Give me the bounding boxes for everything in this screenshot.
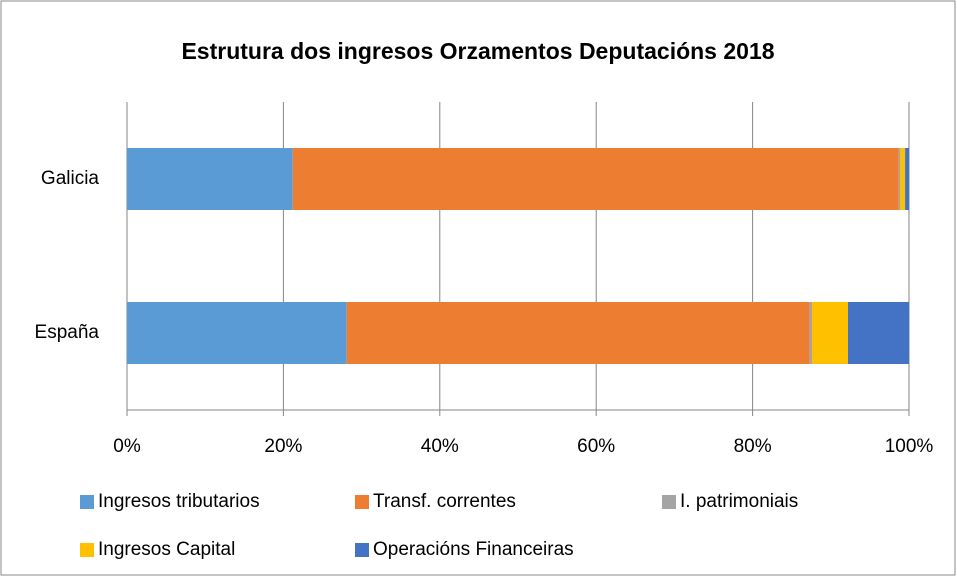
legend-label: Transf. correntes	[373, 491, 516, 512]
x-tick-label: 80%	[734, 436, 772, 457]
bar-segment	[900, 148, 906, 210]
bar-segment	[905, 148, 909, 210]
x-tick-label: 100%	[885, 436, 934, 457]
legend-swatch	[355, 495, 369, 509]
bar-segment	[898, 148, 901, 210]
x-tick-label: 40%	[421, 436, 459, 457]
legend-label: I. patrimoniais	[680, 491, 798, 512]
chart-title: Estrutura dos ingresos Orzamentos Deputa…	[181, 38, 774, 64]
legend-label: Operacións Financeiras	[373, 539, 574, 560]
x-tick-label: 60%	[577, 436, 615, 457]
y-tick-label: España	[35, 322, 100, 343]
bar-segment	[127, 148, 293, 210]
legend-label: Ingresos Capital	[98, 539, 235, 560]
y-tick-label: Galicia	[41, 168, 100, 189]
bar-segment	[346, 302, 810, 364]
legend-swatch	[355, 543, 369, 557]
x-tick-label: 0%	[113, 436, 141, 457]
bar-segment	[812, 302, 849, 364]
x-tick-label: 20%	[264, 436, 302, 457]
bar-segment	[292, 148, 899, 210]
legend-swatch	[80, 495, 94, 509]
bar-segment	[127, 302, 347, 364]
legend-label: Ingresos tributarios	[98, 491, 260, 512]
legend-swatch	[80, 543, 94, 557]
bar-segment	[809, 302, 813, 364]
legend-swatch	[662, 495, 676, 509]
bar-segment	[848, 302, 909, 364]
